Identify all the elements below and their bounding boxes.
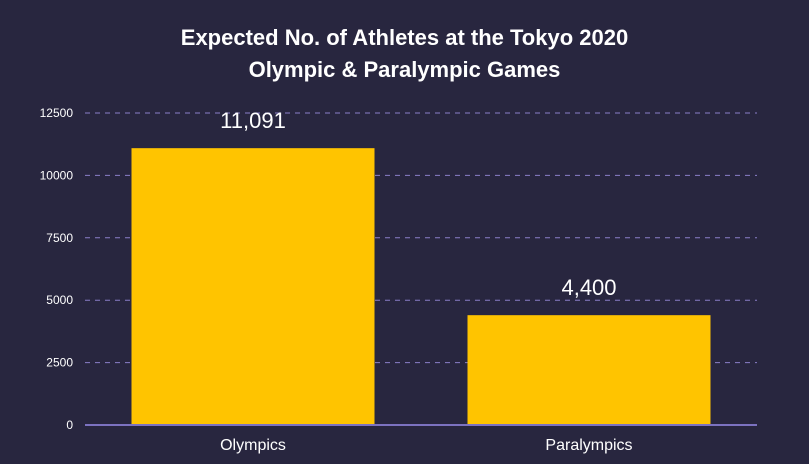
x-category-label: Olympics — [220, 437, 286, 454]
labels: 11,091 Olympics 4,400 Paralympics — [220, 108, 632, 454]
bar-olympics — [131, 148, 375, 425]
chart-title-line-1: Expected No. of Athletes at the Tokyo 20… — [180, 25, 629, 50]
y-tick-label: 0 — [66, 418, 73, 432]
y-tick-label: 10000 — [40, 168, 74, 182]
bars — [131, 148, 711, 425]
x-category-label: Paralympics — [545, 437, 632, 454]
y-tick-label: 7500 — [46, 231, 73, 245]
y-tick-label: 5000 — [46, 293, 73, 307]
data-label: 11,091 — [220, 108, 286, 133]
chart-title-line-2: Olympic & Paralympic Games — [248, 57, 561, 82]
y-tick-label: 12500 — [40, 106, 74, 120]
bar-paralympics — [467, 315, 711, 425]
y-axis-ticks: 0 2500 5000 7500 10000 12500 — [40, 106, 74, 432]
chart-title: Expected No. of Athletes at the Tokyo 20… — [0, 22, 809, 86]
data-label: 4,400 — [561, 275, 616, 300]
y-tick-label: 2500 — [46, 356, 73, 370]
